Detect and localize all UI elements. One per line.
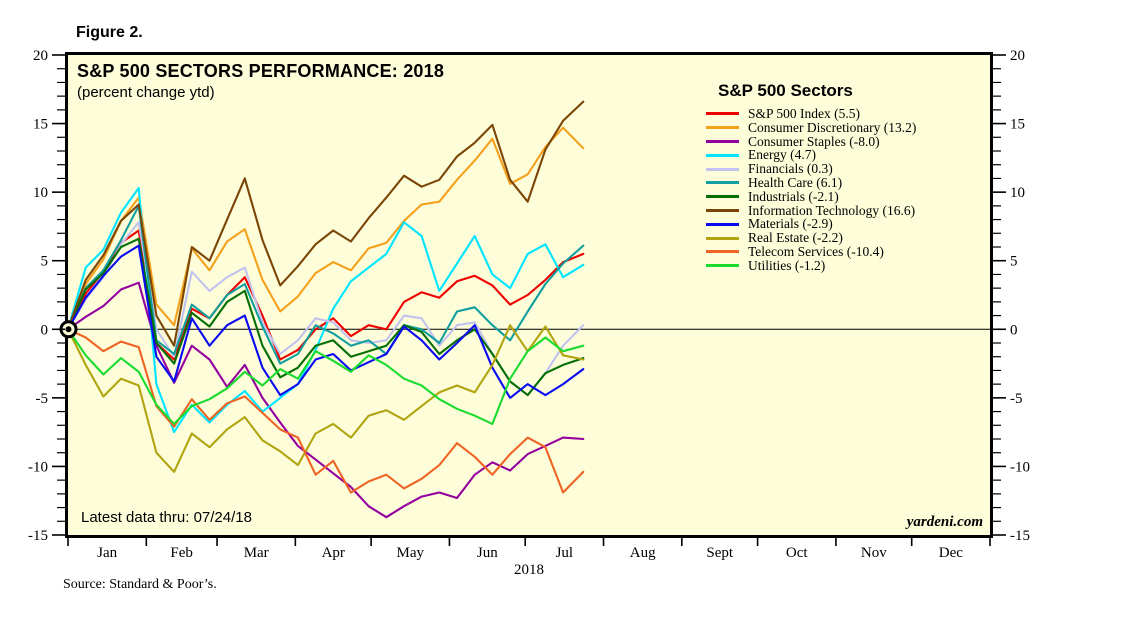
y-axis-label-left: -15 (28, 528, 48, 544)
legend-swatch-icon (706, 236, 739, 240)
x-axis-month-label: Jun (477, 545, 498, 561)
legend-item-label: Financials (0.3) (748, 161, 833, 177)
series-line-telecom-services-10-4 (66, 328, 585, 494)
legend-item-label: Information Technology (16.6) (748, 202, 916, 218)
legend-item-s-p-500-index-5-5: S&P 500 Index (5.5) (706, 107, 916, 121)
x-axis-month-label: Mar (244, 545, 269, 561)
figure-label: Figure 2. (76, 24, 143, 41)
chart-plot-area: S&P 500 SECTORS PERFORMANCE: 2018 (perce… (59, 52, 993, 538)
y-axis-label-right: 20 (1010, 48, 1025, 64)
x-axis-year-label: 2018 (514, 562, 544, 578)
series-line-information-technology-16-6 (66, 100, 585, 347)
legend-item-label: Consumer Staples (-8.0) (748, 133, 880, 149)
yardeni-watermark: yardeni.com (906, 514, 983, 530)
legend-item-label: Industrials (-2.1) (748, 188, 839, 204)
legend-swatch-icon (706, 264, 739, 268)
legend: S&P 500 Sectors S&P 500 Index (5.5) Consu… (706, 81, 916, 273)
legend-item-information-technology-16-6: Information Technology (16.6) (706, 202, 916, 218)
series-line-utilities-1-2 (66, 328, 585, 425)
legend-item-label: S&P 500 Index (5.5) (748, 106, 860, 121)
x-axis-month-label: Sept (706, 545, 734, 561)
series-line-consumer-discretionary-13-2 (66, 126, 585, 331)
legend-items: S&P 500 Index (5.5) Consumer Discretionar… (706, 107, 916, 273)
x-axis-month-label: Oct (786, 545, 808, 561)
legend-header: S&P 500 Sectors (718, 81, 853, 100)
legend-swatch-icon (706, 139, 739, 143)
legend-item-telecom-services-10-4: Telecom Services (-10.4) (706, 245, 916, 259)
y-axis-label-right: 15 (1010, 117, 1025, 133)
legend-swatch-icon (706, 167, 739, 171)
x-axis-month-label: Apr (322, 545, 345, 561)
x-axis-month-label: May (397, 545, 425, 561)
legend-item-materials-2-9: Materials (-2.9) (706, 217, 916, 231)
legend-item-label: Energy (4.7) (748, 147, 816, 163)
legend-swatch-icon (706, 112, 739, 116)
y-axis-label-left: 0 (41, 322, 49, 338)
legend-swatch-icon (706, 195, 739, 199)
latest-data-note: Latest data thru: 07/24/18 (81, 509, 252, 526)
legend-item-label: Health Care (6.1) (748, 174, 843, 190)
x-axis-month-label: Jul (556, 545, 574, 561)
source-note: Source: Standard & Poor’s. (63, 577, 217, 592)
x-axis-month-label: Jan (97, 545, 117, 561)
y-axis-label-left: -5 (36, 391, 49, 407)
series-line-real-estate-2-2 (66, 324, 585, 473)
y-axis-label-left: 5 (41, 254, 49, 270)
legend-item-label: Utilities (-1.2) (748, 257, 826, 273)
y-axis-label-right: -10 (1010, 459, 1030, 475)
chart-title: S&P 500 SECTORS PERFORMANCE: 2018 (77, 61, 445, 81)
legend-item-label: Materials (-2.9) (748, 216, 833, 232)
legend-item-consumer-staples-8-0: Consumer Staples (-8.0) (706, 133, 916, 149)
legend-item-label: Consumer Discretionary (13.2) (748, 119, 917, 135)
legend-item-energy-4-7: Energy (4.7) (706, 148, 916, 162)
series-line-consumer-staples-8-0 (66, 281, 585, 519)
legend-item-consumer-discretionary-13-2: Consumer Discretionary (13.2) (706, 119, 917, 135)
x-axis-month-label: Aug (630, 545, 656, 561)
y-axis-label-left: -10 (28, 459, 48, 475)
legend-swatch-icon (706, 181, 739, 185)
y-axis-label-right: 0 (1010, 322, 1018, 338)
x-axis-month-label: Feb (170, 545, 193, 561)
origin-marker-dot (65, 326, 72, 333)
series-line-health-care-6-1 (66, 204, 585, 365)
legend-swatch-icon (706, 208, 739, 212)
legend-item-label: Real Estate (-2.2) (748, 230, 843, 246)
y-axis-label-right: -5 (1010, 391, 1023, 407)
x-axis-month-label: Nov (861, 545, 887, 561)
legend-item-label: Telecom Services (-10.4) (748, 243, 884, 259)
chart-subtitle: (percent change ytd) (77, 84, 215, 101)
y-axis-label-left: 15 (33, 117, 48, 133)
legend-swatch-icon (706, 126, 739, 130)
y-axis-label-left: 20 (33, 48, 48, 64)
legend-swatch-icon (706, 153, 739, 157)
legend-item-real-estate-2-2: Real Estate (-2.2) (706, 231, 916, 245)
y-axis-label-left: 10 (33, 185, 48, 201)
x-axis-month-label: Dec (939, 545, 963, 561)
legend-item-industrials-2-1: Industrials (-2.1) (706, 188, 916, 204)
chart-lines-svg (59, 100, 990, 519)
legend-item-utilities-1-2: Utilities (-1.2) (706, 257, 916, 273)
legend-item-financials-0-3: Financials (0.3) (706, 162, 916, 176)
legend-item-health-care-6-1: Health Care (6.1) (706, 176, 916, 190)
y-axis-label-right: 10 (1010, 185, 1025, 201)
y-axis-label-right: 5 (1010, 254, 1018, 270)
legend-swatch-icon (706, 222, 739, 226)
y-axis-label-right: -15 (1010, 528, 1030, 544)
legend-swatch-icon (706, 250, 739, 254)
